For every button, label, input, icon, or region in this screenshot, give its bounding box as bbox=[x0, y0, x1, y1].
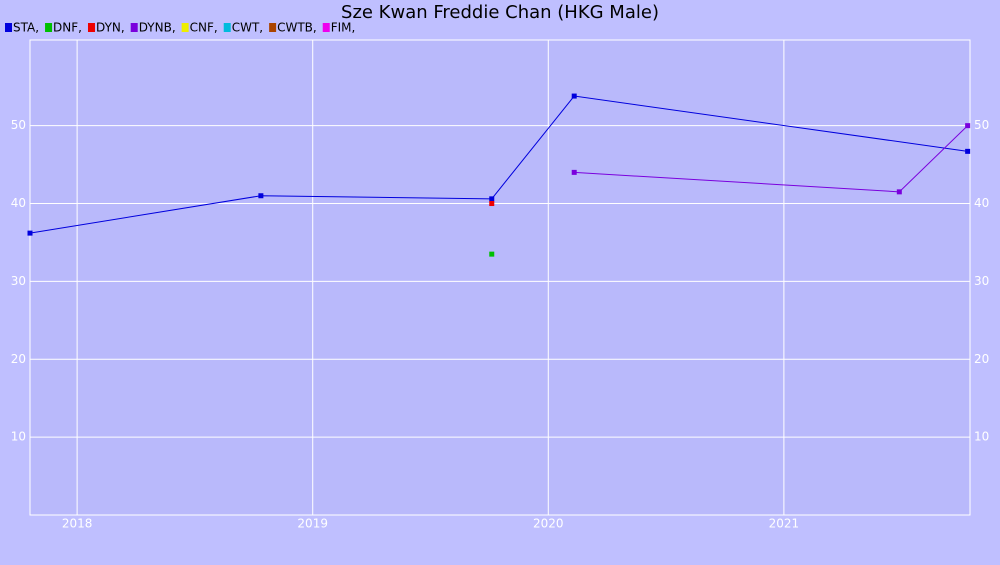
legend-swatch bbox=[322, 23, 330, 32]
x-tick-label: 2018 bbox=[62, 517, 93, 531]
y2-tick-label: 50 bbox=[974, 118, 989, 132]
legend-label: CWT, bbox=[232, 21, 263, 35]
legend-label: CNF, bbox=[190, 21, 218, 35]
x-tick-label: 2020 bbox=[533, 517, 564, 531]
y2-tick-label: 10 bbox=[974, 430, 989, 444]
legend-label: DYNB, bbox=[139, 21, 176, 35]
point bbox=[965, 148, 971, 154]
y2-tick-label: 30 bbox=[974, 274, 989, 288]
legend-swatch bbox=[130, 23, 138, 32]
point bbox=[965, 123, 971, 129]
legend-swatch bbox=[87, 23, 95, 32]
point bbox=[489, 201, 495, 207]
y-tick-label: 30 bbox=[11, 274, 26, 288]
point bbox=[27, 230, 33, 236]
legend-swatch bbox=[181, 23, 189, 32]
chart-title: Sze Kwan Freddie Chan (HKG Male) bbox=[341, 2, 659, 23]
y2-tick-label: 40 bbox=[974, 196, 989, 210]
y-tick-label: 40 bbox=[11, 196, 26, 210]
legend-swatch bbox=[269, 23, 277, 32]
y2-tick-label: 20 bbox=[974, 352, 989, 366]
point bbox=[489, 251, 495, 257]
legend-label: DYN, bbox=[96, 21, 125, 35]
legend-swatch bbox=[223, 23, 231, 32]
x-tick-label: 2019 bbox=[297, 517, 328, 531]
legend-label: CWTB, bbox=[277, 21, 317, 35]
legend-label: FIM, bbox=[331, 21, 356, 35]
legend-label: DNF, bbox=[53, 21, 82, 35]
point bbox=[571, 169, 577, 175]
point bbox=[571, 93, 577, 99]
y-tick-label: 50 bbox=[11, 118, 26, 132]
legend-label: STA, bbox=[13, 21, 39, 35]
legend-swatch bbox=[5, 23, 12, 32]
y-tick-label: 20 bbox=[11, 352, 26, 366]
plot-area bbox=[29, 39, 971, 516]
point bbox=[489, 196, 495, 202]
point bbox=[896, 189, 902, 195]
legend-swatch bbox=[45, 23, 53, 32]
y-tick-label: 10 bbox=[11, 430, 26, 444]
point bbox=[258, 193, 264, 199]
x-tick-label: 2021 bbox=[769, 517, 800, 531]
